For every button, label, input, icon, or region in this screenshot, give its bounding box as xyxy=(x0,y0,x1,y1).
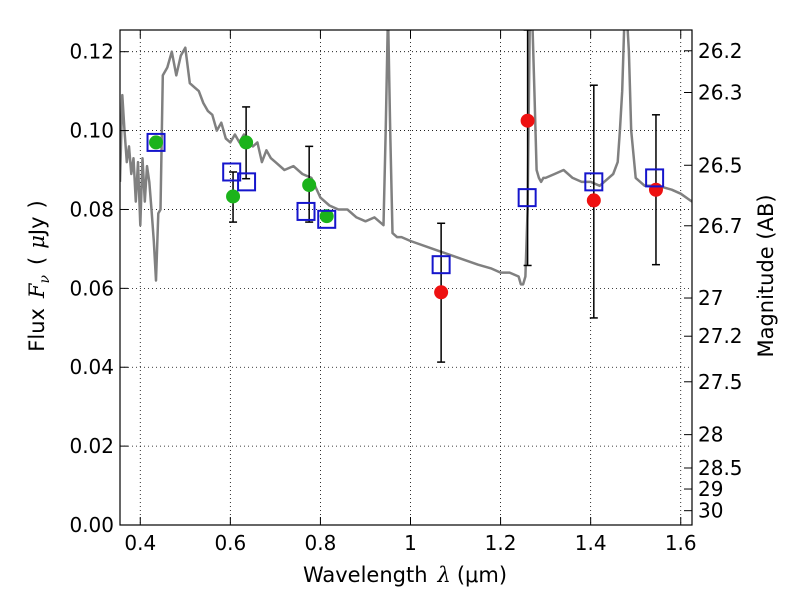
x-axis-label-symbol: λ xyxy=(437,563,451,587)
x-tick-label: 1.6 xyxy=(665,531,697,555)
green-point xyxy=(319,209,334,224)
red-point xyxy=(520,113,535,128)
y-tick-label: 0.00 xyxy=(69,513,114,537)
y-tick-label: 0.08 xyxy=(69,197,114,221)
square-point xyxy=(645,168,665,188)
y2-tick-label: 26.5 xyxy=(698,153,743,177)
square-point xyxy=(146,132,166,152)
grid xyxy=(120,30,692,526)
plot-frame xyxy=(119,29,693,526)
y-axis-label-mu: μ xyxy=(25,235,49,249)
ticks xyxy=(120,30,692,526)
green-point xyxy=(226,189,241,204)
data-points xyxy=(146,113,665,300)
green-point xyxy=(239,135,254,150)
y2-tick-label: 27.5 xyxy=(698,370,743,394)
y2-tick-label: 27 xyxy=(698,286,723,310)
square-point xyxy=(296,201,316,221)
y2-tick-label: 30 xyxy=(698,499,723,523)
square-point xyxy=(317,209,337,229)
y-axis-label: Flux Fν ( μJy) xyxy=(25,200,53,351)
y-axis-label-text: Flux xyxy=(25,308,49,352)
y2-tick-label: 28 xyxy=(698,423,723,447)
square-point xyxy=(517,188,537,208)
y2-tick-label: 29 xyxy=(698,477,723,501)
y2-tick-label: 27.2 xyxy=(698,324,743,348)
y-axis-label-symbol: F xyxy=(25,282,49,299)
x-tick-label: 1.2 xyxy=(485,531,517,555)
green-point xyxy=(149,135,164,150)
y2-tick-label: 26.7 xyxy=(698,214,743,238)
x-axis-label-text: Wavelength xyxy=(303,563,428,587)
model-spectrum-line xyxy=(120,30,692,286)
y2-tick-label: 26.3 xyxy=(698,80,743,104)
y2-tick-label: 28.5 xyxy=(698,456,743,480)
y-tick-label: 0.10 xyxy=(69,119,114,143)
y-tick-label: 0.06 xyxy=(69,276,114,300)
square-point xyxy=(222,162,242,182)
y-axis-label-subscript: ν xyxy=(37,274,53,283)
tick-labels: 0.4 0.6 0.8 1 1.2 1.4 1.6 0.00 0.02 0.04 0.06 0.08 0… xyxy=(69,39,742,555)
y-tick-label: 0.12 xyxy=(69,40,114,64)
y-axis-label-unit: Jy xyxy=(25,216,49,237)
right-axis-label: Magnitude (AB) xyxy=(754,194,778,357)
x-axis-label: Wavelength λ (μm) xyxy=(303,563,507,587)
x-tick-label: 0.6 xyxy=(214,531,246,555)
square-point xyxy=(237,172,257,192)
x-tick-label: 1 xyxy=(404,531,417,555)
model-spectrum xyxy=(120,30,692,286)
red-point xyxy=(648,182,663,197)
y2-tick-label: 26.2 xyxy=(698,39,743,63)
red-point xyxy=(586,193,601,208)
y-tick-label: 0.04 xyxy=(69,355,114,379)
y-axis-label-open: ( xyxy=(25,257,49,265)
y-axis-label-close: ) xyxy=(25,200,49,208)
x-tick-label: 1.4 xyxy=(575,531,607,555)
x-axis-label-unit: (μm) xyxy=(457,563,507,587)
y-tick-label: 0.02 xyxy=(69,434,114,458)
square-point xyxy=(431,255,451,275)
red-point xyxy=(434,285,449,300)
green-point xyxy=(302,178,317,193)
square-point xyxy=(584,172,604,192)
x-tick-label: 0.8 xyxy=(305,531,337,555)
x-tick-label: 0.4 xyxy=(124,531,156,555)
